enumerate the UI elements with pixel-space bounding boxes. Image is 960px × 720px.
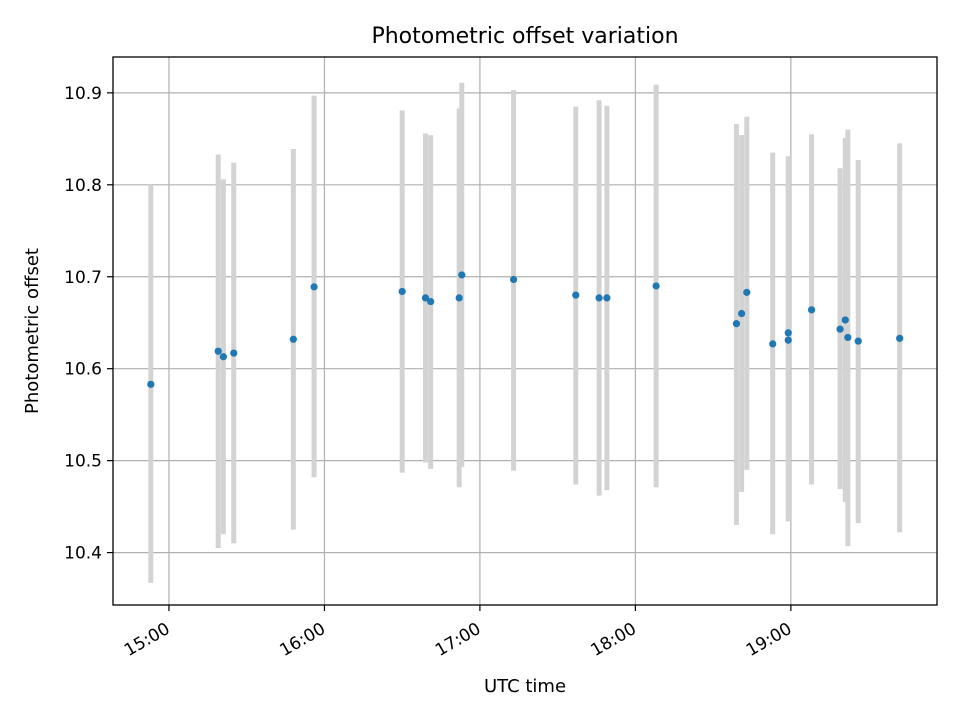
data-point <box>784 329 792 337</box>
data-point <box>807 306 816 314</box>
data-point <box>743 288 751 296</box>
grid-lines <box>113 57 937 605</box>
data-point <box>455 294 463 302</box>
data-point <box>230 349 238 357</box>
data-point <box>427 297 435 306</box>
data-point <box>421 294 430 302</box>
data-point <box>732 320 741 328</box>
y-tick-label: 10.7 <box>64 268 102 288</box>
y-tick-label: 10.9 <box>64 84 102 104</box>
data-point <box>784 336 792 344</box>
data-point <box>854 337 862 345</box>
x-axis-label: UTC time <box>484 676 566 697</box>
data-point <box>310 283 318 291</box>
data-point <box>398 287 406 296</box>
data-point <box>603 294 611 302</box>
chart-title: Photometric offset variation <box>371 24 678 49</box>
data-point <box>458 271 466 279</box>
data-point <box>652 282 660 290</box>
y-tick-label: 10.6 <box>64 360 102 380</box>
data-point <box>769 340 777 348</box>
data-point <box>214 347 222 355</box>
data-point <box>896 334 904 342</box>
data-points <box>147 271 904 388</box>
data-point <box>738 309 746 318</box>
data-point <box>595 294 603 302</box>
data-point <box>219 353 227 361</box>
y-tick-label: 10.4 <box>64 544 102 564</box>
y-tick-label: 10.8 <box>64 176 102 196</box>
y-axis-ticks: 10.4 10.5 10.6 10.7 10.8 10.9 <box>64 84 113 564</box>
plot-frame <box>112 56 938 606</box>
data-point <box>841 316 849 324</box>
data-point <box>572 291 580 299</box>
data-point <box>289 335 297 343</box>
data-point <box>509 275 518 284</box>
y-tick-label: 10.5 <box>64 452 102 472</box>
y-axis-label: Photometric offset <box>22 248 43 414</box>
data-point <box>836 325 844 333</box>
data-point <box>844 333 852 342</box>
data-point <box>147 380 155 388</box>
